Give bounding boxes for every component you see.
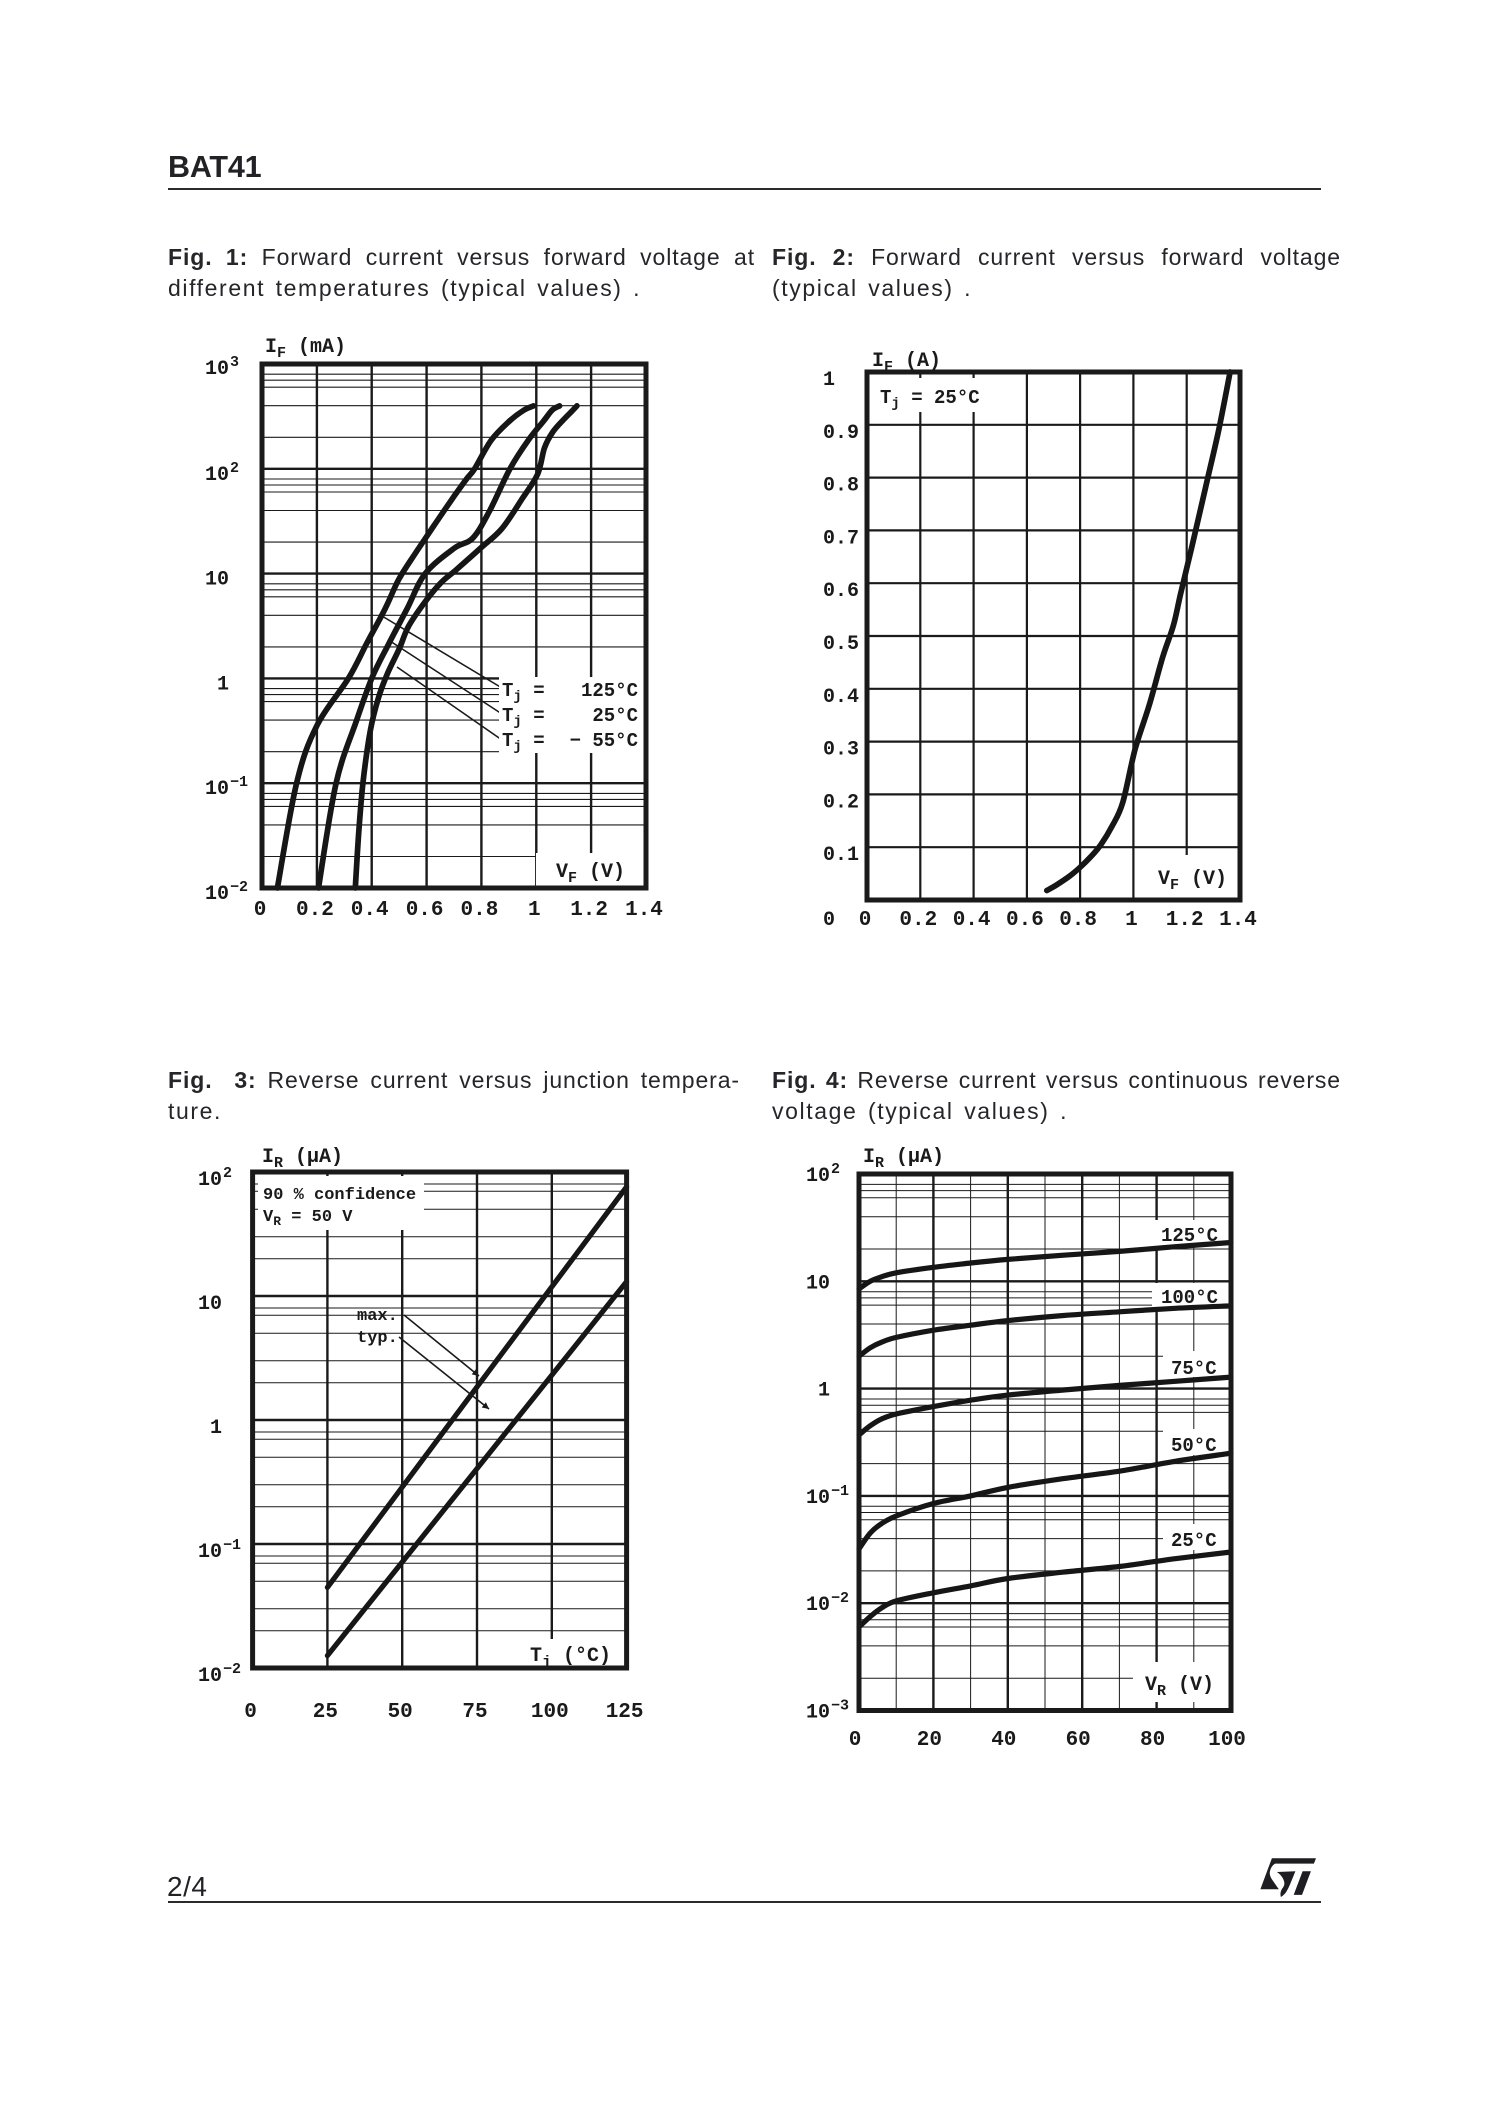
- svg-text:1: 1: [217, 673, 229, 696]
- svg-text:10: 10: [806, 1594, 830, 1617]
- svg-text:10: 10: [205, 883, 229, 906]
- svg-text:50°C: 50°C: [1171, 1435, 1217, 1457]
- svg-text:−2: −2: [223, 1661, 241, 1678]
- svg-text:0.3: 0.3: [823, 739, 859, 762]
- svg-text:−1: −1: [223, 1537, 241, 1554]
- svg-text:0.6: 0.6: [1006, 909, 1044, 932]
- svg-text:IF (A): IF (A): [872, 350, 941, 376]
- svg-text:Tj = 25°C: Tj = 25°C: [880, 387, 980, 412]
- svg-text:0.4: 0.4: [351, 899, 389, 922]
- svg-text:10: 10: [198, 1293, 222, 1316]
- svg-text:125: 125: [606, 1701, 644, 1724]
- svg-text:90 % confidence: 90 % confidence: [263, 1186, 416, 1205]
- svg-text:0.4: 0.4: [953, 909, 991, 932]
- svg-text:60: 60: [1066, 1729, 1091, 1752]
- svg-text:1.2: 1.2: [570, 899, 608, 922]
- svg-text:0: 0: [849, 1729, 862, 1752]
- svg-text:100: 100: [1208, 1729, 1246, 1752]
- svg-text:IR (µA): IR (µA): [262, 1146, 343, 1172]
- svg-text:0: 0: [859, 909, 872, 932]
- svg-text:0.9: 0.9: [823, 422, 859, 445]
- svg-text:0.1: 0.1: [823, 844, 859, 867]
- svg-text:Tj =: Tj =: [502, 680, 545, 705]
- svg-text:80: 80: [1140, 1729, 1165, 1752]
- svg-text:0.4: 0.4: [823, 686, 859, 709]
- svg-text:1: 1: [210, 1417, 222, 1440]
- svg-text:100°C: 100°C: [1161, 1287, 1218, 1309]
- svg-text:0.7: 0.7: [823, 527, 859, 550]
- svg-text:10: 10: [205, 778, 229, 801]
- svg-text:3: 3: [230, 354, 239, 371]
- svg-text:−2: −2: [230, 879, 248, 896]
- svg-text:10: 10: [806, 1487, 830, 1510]
- svg-text:− 55°C: − 55°C: [570, 730, 638, 752]
- svg-text:−1: −1: [230, 774, 248, 791]
- svg-text:0: 0: [254, 899, 267, 922]
- svg-text:2: 2: [223, 1165, 232, 1182]
- svg-text:10: 10: [205, 358, 229, 381]
- svg-text:0.2: 0.2: [823, 791, 859, 814]
- svg-text:0.8: 0.8: [460, 899, 498, 922]
- svg-text:1: 1: [823, 369, 835, 392]
- svg-text:75°C: 75°C: [1171, 1358, 1217, 1380]
- svg-text:125°C: 125°C: [1161, 1225, 1218, 1247]
- svg-text:0.6: 0.6: [823, 580, 859, 603]
- svg-text:1: 1: [818, 1380, 830, 1403]
- svg-text:IR (µA): IR (µA): [863, 1146, 944, 1172]
- svg-text:0.2: 0.2: [296, 899, 334, 922]
- svg-text:max.: max.: [357, 1307, 398, 1326]
- svg-text:0.5: 0.5: [823, 633, 859, 656]
- svg-text:0.6: 0.6: [406, 899, 444, 922]
- svg-text:1: 1: [528, 899, 541, 922]
- svg-text:VR (V): VR (V): [1145, 1674, 1214, 1700]
- svg-text:−3: −3: [831, 1698, 849, 1715]
- svg-text:1.2: 1.2: [1166, 909, 1204, 932]
- svg-text:−2: −2: [831, 1590, 849, 1607]
- svg-text:10: 10: [198, 1541, 222, 1564]
- svg-text:VF (V): VF (V): [1158, 868, 1227, 894]
- svg-text:1: 1: [1125, 909, 1138, 932]
- svg-text:0: 0: [823, 909, 835, 932]
- svg-text:10: 10: [205, 569, 229, 592]
- svg-text:IF (mA): IF (mA): [265, 336, 346, 362]
- svg-text:10: 10: [198, 1665, 222, 1688]
- svg-text:10: 10: [806, 1272, 830, 1295]
- svg-text:40: 40: [991, 1729, 1016, 1752]
- svg-text:VF (V): VF (V): [556, 861, 625, 887]
- svg-text:−1: −1: [831, 1483, 849, 1500]
- svg-text:100: 100: [531, 1701, 569, 1724]
- svg-text:25: 25: [313, 1701, 338, 1724]
- svg-text:0.8: 0.8: [823, 475, 859, 498]
- svg-text:75: 75: [462, 1701, 487, 1724]
- svg-text:50: 50: [388, 1701, 413, 1724]
- svg-text:Tj =: Tj =: [502, 705, 545, 730]
- svg-text:typ.: typ.: [357, 1329, 398, 1348]
- svg-text:25°C: 25°C: [1171, 1530, 1217, 1552]
- svg-text:0.2: 0.2: [899, 909, 937, 932]
- svg-text:10: 10: [198, 1169, 222, 1192]
- svg-text:20: 20: [917, 1729, 942, 1752]
- svg-text:10: 10: [806, 1165, 830, 1188]
- svg-text:1.4: 1.4: [1219, 909, 1257, 932]
- svg-text:0.8: 0.8: [1059, 909, 1097, 932]
- svg-text:0: 0: [244, 1701, 257, 1724]
- svg-text:Tj =: Tj =: [502, 730, 545, 755]
- svg-text:125°C: 125°C: [581, 680, 638, 702]
- svg-text:10: 10: [806, 1702, 830, 1725]
- svg-text:VR = 50 V: VR = 50 V: [263, 1208, 353, 1229]
- svg-text:25°C: 25°C: [592, 705, 638, 727]
- svg-text:1.4: 1.4: [625, 899, 663, 922]
- svg-text:2: 2: [831, 1161, 840, 1178]
- svg-text:2: 2: [230, 460, 239, 477]
- svg-text:10: 10: [205, 464, 229, 487]
